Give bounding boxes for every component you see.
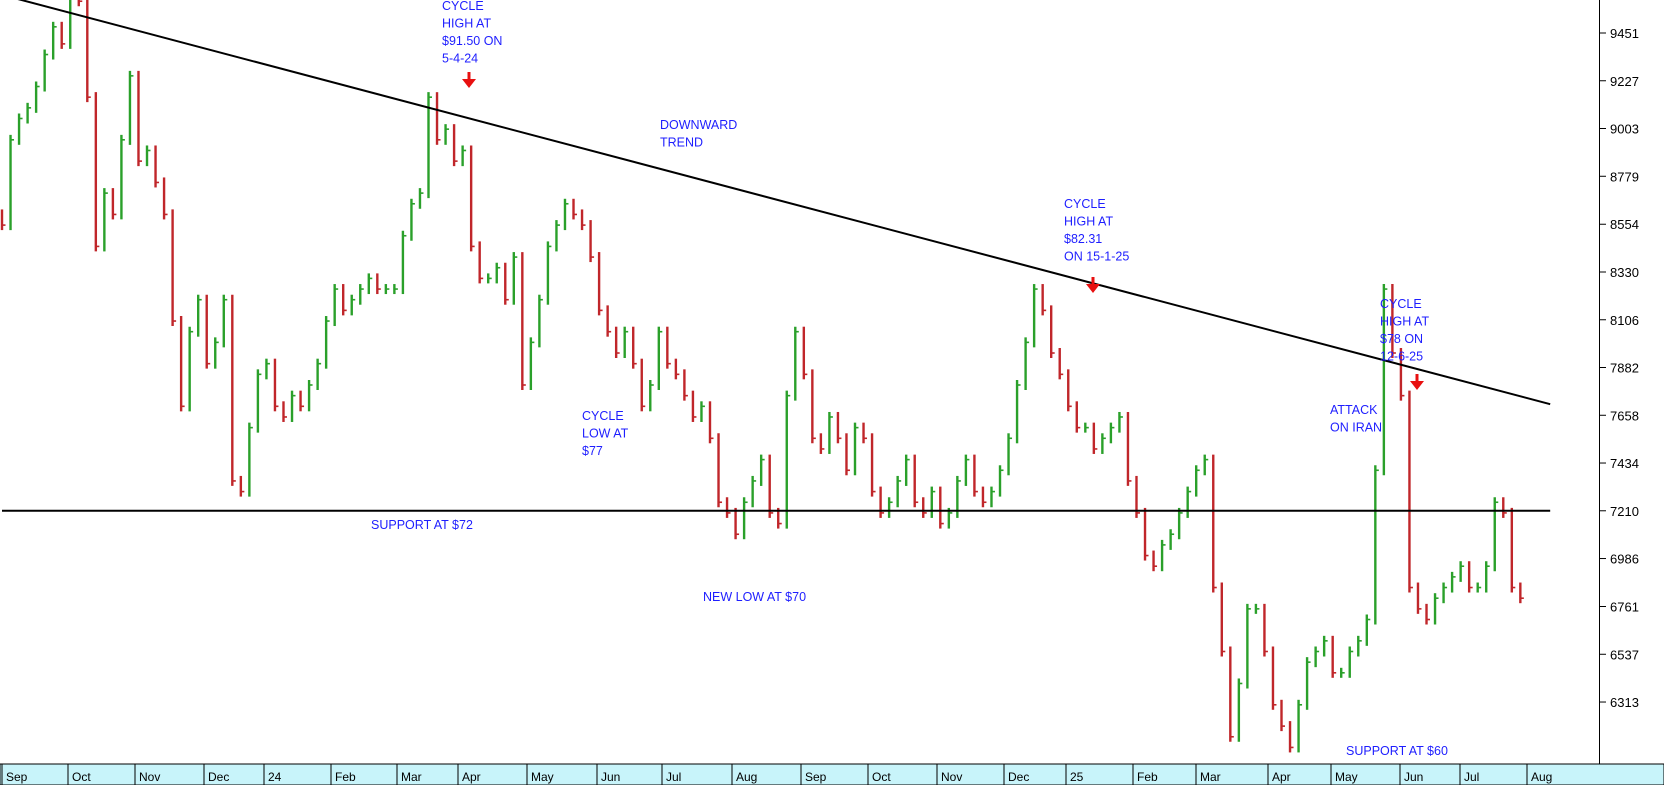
x-tick-label: Jun	[1404, 770, 1423, 784]
y-tick-label: 8779	[1610, 169, 1639, 184]
attack-on-iran-label-line: ON IRAN	[1330, 421, 1382, 435]
y-tick-label: 8330	[1610, 265, 1639, 280]
y-tick-label: 6313	[1610, 695, 1639, 710]
trend-lines	[2, 0, 1551, 512]
x-tick-label: Nov	[941, 770, 962, 784]
x-tick-label: Aug	[736, 770, 757, 784]
cycle-high-2025-jun-label-line: CYCLE	[1380, 297, 1422, 311]
cycle-high-2025-jan-label-line: HIGH AT	[1064, 215, 1113, 229]
x-tick-label: Jun	[601, 770, 620, 784]
cycle-high-2025-jan-label-line: $82.31	[1064, 232, 1102, 246]
downward-trend-label-line: DOWNWARD	[660, 118, 737, 132]
annotations: CYCLE HIGH AT $91.50 ON 5-4-24 DOWNWARD TREND…	[371, 0, 1448, 758]
x-tick-label: Apr	[1272, 770, 1291, 784]
cycle-high-2025-jan-label-line: CYCLE	[1064, 197, 1106, 211]
cycle-low-label-line: $77	[582, 444, 603, 458]
x-tick-label: May	[531, 770, 554, 784]
x-tick-label: Sep	[6, 770, 28, 784]
y-tick-label: 8106	[1610, 313, 1639, 328]
peak-arrows	[462, 72, 1424, 390]
y-tick-label: 6986	[1610, 552, 1639, 567]
y-tick-label: 9451	[1610, 26, 1639, 41]
price-bars	[0, 0, 1524, 753]
cycle-high-2024-label-line: 5-4-24	[442, 52, 478, 66]
cycle-high-2025-jun-label-line: 12-6-25	[1380, 350, 1423, 364]
y-tick-label: 7434	[1610, 456, 1639, 471]
x-tick-label: Jul	[1464, 770, 1479, 784]
x-tick-label: Apr	[462, 770, 481, 784]
attack-on-iran-label-line: ATTACK	[1330, 403, 1378, 417]
x-tick-label: Mar	[1200, 770, 1221, 784]
x-tick-label: Dec	[208, 770, 229, 784]
downward-trend-label-line: TREND	[660, 136, 703, 150]
x-tick-label: Aug	[1531, 770, 1552, 784]
x-tick-label: May	[1335, 770, 1358, 784]
y-axis-ticks: 9451 9227 9003 8779 8554 8330 8106 7882 7658 7434…	[1599, 26, 1639, 710]
cycle-high-2025-jun-label-line: HIGH AT	[1380, 315, 1429, 329]
y-tick-label: 6537	[1610, 647, 1639, 662]
support-60-label-line: SUPPORT AT $60	[1346, 744, 1448, 758]
x-tick-label: Feb	[335, 770, 356, 784]
y-tick-label: 6761	[1610, 600, 1639, 615]
x-tick-label: 25	[1070, 770, 1084, 784]
y-tick-label: 7882	[1610, 361, 1639, 376]
cycle-low-label-line: CYCLE	[582, 409, 624, 423]
x-tick-label: Mar	[401, 770, 422, 784]
new-low-label-line: NEW LOW AT $70	[703, 590, 806, 604]
downward-trend-line	[17, 0, 1551, 406]
y-tick-label: 8554	[1610, 217, 1639, 232]
cycle-high-2025-jan-label-line: ON 15-1-25	[1064, 250, 1129, 264]
x-tick-label: Dec	[1008, 770, 1029, 784]
y-tick-label: 9003	[1610, 122, 1639, 137]
y-tick-label: 7210	[1610, 504, 1639, 519]
arrow-head	[1086, 284, 1100, 293]
y-tick-label: 9227	[1610, 74, 1639, 89]
x-tick-label: Jul	[666, 770, 681, 784]
x-tick-label: Oct	[872, 770, 891, 784]
cycle-high-2024-label-line: CYCLE	[442, 0, 484, 13]
arrow-head	[462, 79, 476, 88]
cycle-low-label-line: LOW AT	[582, 427, 629, 441]
arrow-head	[1410, 381, 1424, 390]
x-tick-label: Sep	[805, 770, 827, 784]
x-tick-label: Nov	[139, 770, 160, 784]
support-72-label-line: SUPPORT AT $72	[371, 518, 473, 532]
cycle-high-2025-jun-label-line: $78 ON	[1380, 332, 1423, 346]
x-axis-ticks: Sep Oct Nov Dec 24 Feb Mar Apr May Jun Jul Aug Sep Oc…	[1, 764, 1552, 785]
x-axis-band	[0, 763, 1664, 785]
cycle-high-2024-label-line: $91.50 ON	[442, 34, 502, 48]
cycle-high-2024-label-line: HIGH AT	[442, 17, 491, 31]
x-tick-label: Feb	[1137, 770, 1158, 784]
x-tick-label: 24	[268, 770, 282, 784]
y-tick-label: 7658	[1610, 408, 1639, 423]
x-tick-label: Oct	[72, 770, 91, 784]
